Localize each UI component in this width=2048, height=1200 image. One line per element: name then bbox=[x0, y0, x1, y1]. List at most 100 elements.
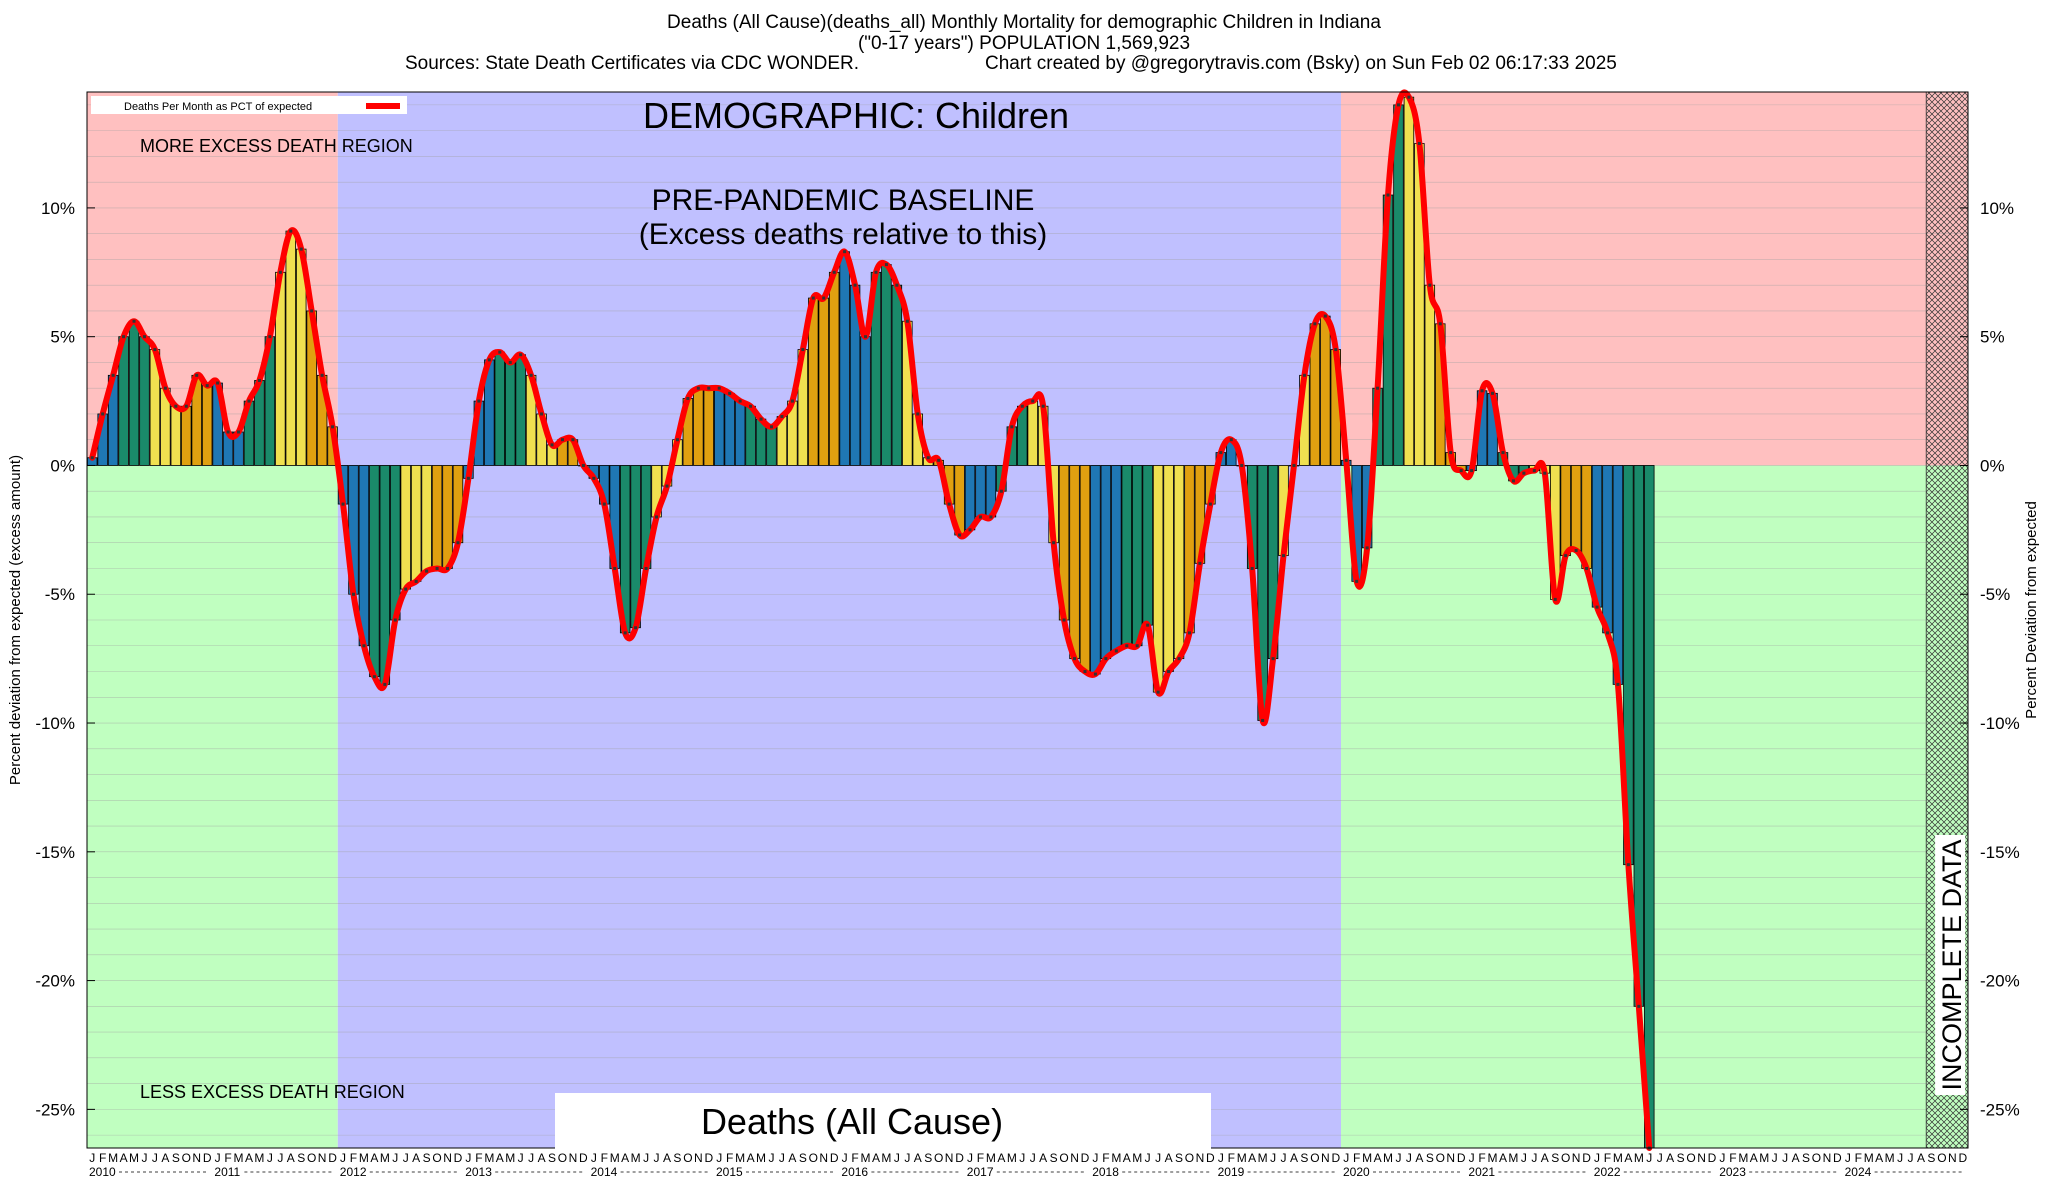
trend-point bbox=[310, 309, 314, 313]
x-month-label: A bbox=[872, 1151, 880, 1165]
x-month-label: J bbox=[643, 1151, 649, 1165]
x-month-label: N bbox=[569, 1151, 578, 1165]
x-year-label: 2015 bbox=[716, 1165, 743, 1179]
trend-point bbox=[132, 319, 136, 323]
x-month-label: N bbox=[694, 1151, 703, 1165]
x-month-label: A bbox=[1917, 1151, 1925, 1165]
x-month-label: A bbox=[663, 1151, 671, 1165]
trend-point bbox=[916, 412, 920, 416]
trend-point bbox=[686, 396, 690, 400]
data-bar bbox=[1121, 465, 1132, 647]
x-month-label: M bbox=[1362, 1151, 1372, 1165]
trend-point bbox=[1470, 469, 1474, 473]
x-month-label: A bbox=[997, 1151, 1005, 1165]
x-month-label: D bbox=[1081, 1151, 1090, 1165]
trend-point bbox=[237, 430, 241, 434]
trend-point bbox=[1511, 479, 1515, 483]
data-bar bbox=[1142, 465, 1153, 626]
x-month-label: J bbox=[1343, 1151, 1349, 1165]
trend-point bbox=[466, 476, 470, 480]
trend-point bbox=[163, 386, 167, 390]
x-month-label: N bbox=[1572, 1151, 1581, 1165]
trend-point bbox=[153, 348, 157, 352]
y-tick-label: 0% bbox=[1980, 456, 2005, 475]
x-month-label: D bbox=[1833, 1151, 1842, 1165]
x-month-label: M bbox=[756, 1151, 766, 1165]
x-month-label: S bbox=[924, 1151, 932, 1165]
x-month-label: J bbox=[768, 1151, 774, 1165]
x-month-label: S bbox=[1300, 1151, 1308, 1165]
x-month-label: A bbox=[1792, 1151, 1800, 1165]
trend-point bbox=[728, 391, 732, 395]
x-month-label: A bbox=[914, 1151, 922, 1165]
y-tick-label: 10% bbox=[41, 199, 75, 218]
demographic-label: DEMOGRAPHIC: Children bbox=[643, 95, 1069, 136]
x-year-label: 2013 bbox=[465, 1165, 492, 1179]
data-bar bbox=[881, 264, 892, 466]
less-excess-region-left bbox=[87, 465, 338, 1149]
trend-line bbox=[89, 89, 1653, 1151]
trend-point bbox=[1135, 644, 1139, 648]
data-bar bbox=[181, 405, 192, 466]
y-tick-label: -25% bbox=[35, 1100, 75, 1119]
x-month-label: J bbox=[403, 1151, 409, 1165]
x-month-label: M bbox=[735, 1151, 745, 1165]
x-month-label: J bbox=[1531, 1151, 1537, 1165]
y-axis-title-left: Percent deviation from expected (excess … bbox=[7, 455, 24, 785]
data-bar bbox=[128, 320, 140, 466]
trend-point bbox=[937, 458, 941, 462]
x-month-label: F bbox=[851, 1151, 858, 1165]
trend-point bbox=[1407, 95, 1411, 99]
x-month-label: S bbox=[1802, 1151, 1810, 1165]
chart-bars bbox=[87, 96, 1655, 1149]
trend-point bbox=[1543, 471, 1547, 475]
x-month-label: A bbox=[412, 1151, 420, 1165]
deaths-title-label: Deaths (All Cause) bbox=[701, 1101, 1003, 1142]
x-year-label: 2014 bbox=[591, 1165, 618, 1179]
x-month-label: S bbox=[548, 1151, 556, 1165]
x-month-label: A bbox=[287, 1151, 295, 1165]
trend-point bbox=[790, 399, 794, 403]
x-month-label: M bbox=[254, 1151, 264, 1165]
trend-point bbox=[446, 566, 450, 570]
x-month-label: O bbox=[307, 1151, 316, 1165]
x-month-label: J bbox=[779, 1151, 785, 1165]
trend-point bbox=[571, 438, 575, 442]
x-month-label: M bbox=[1759, 1151, 1769, 1165]
x-month-label: O bbox=[182, 1151, 191, 1165]
trend-point bbox=[623, 631, 627, 635]
x-month-label: M bbox=[1111, 1151, 1121, 1165]
x-month-label: M bbox=[1738, 1151, 1748, 1165]
trend-point bbox=[268, 335, 272, 339]
x-month-label: J bbox=[1782, 1151, 1788, 1165]
x-month-label: J bbox=[1092, 1151, 1098, 1165]
trend-point bbox=[769, 425, 773, 429]
x-month-label: J bbox=[1646, 1151, 1652, 1165]
trend-point bbox=[550, 443, 554, 447]
x-month-label: S bbox=[1050, 1151, 1058, 1165]
x-month-label: M bbox=[1508, 1151, 1518, 1165]
x-month-label: M bbox=[108, 1151, 118, 1165]
trend-point bbox=[1177, 657, 1181, 661]
x-month-label: J bbox=[277, 1151, 283, 1165]
trend-point bbox=[1532, 469, 1536, 473]
x-month-label: O bbox=[432, 1151, 441, 1165]
x-month-label: A bbox=[788, 1151, 796, 1165]
trend-point bbox=[226, 430, 230, 434]
trend-point bbox=[435, 566, 439, 570]
trend-point bbox=[1219, 451, 1223, 455]
x-month-label: M bbox=[1634, 1151, 1644, 1165]
x-month-label: M bbox=[1488, 1151, 1498, 1165]
data-bar bbox=[714, 387, 725, 466]
data-bar bbox=[1111, 465, 1122, 652]
x-month-label: N bbox=[945, 1151, 954, 1165]
trend-point bbox=[184, 404, 188, 408]
trend-point bbox=[644, 566, 648, 570]
trend-point bbox=[174, 404, 178, 408]
trend-point bbox=[811, 296, 815, 300]
x-month-label: S bbox=[297, 1151, 305, 1165]
x-month-label: M bbox=[129, 1151, 139, 1165]
x-month-label: J bbox=[842, 1151, 848, 1165]
data-bar bbox=[442, 465, 453, 569]
x-month-label: F bbox=[1729, 1151, 1736, 1165]
